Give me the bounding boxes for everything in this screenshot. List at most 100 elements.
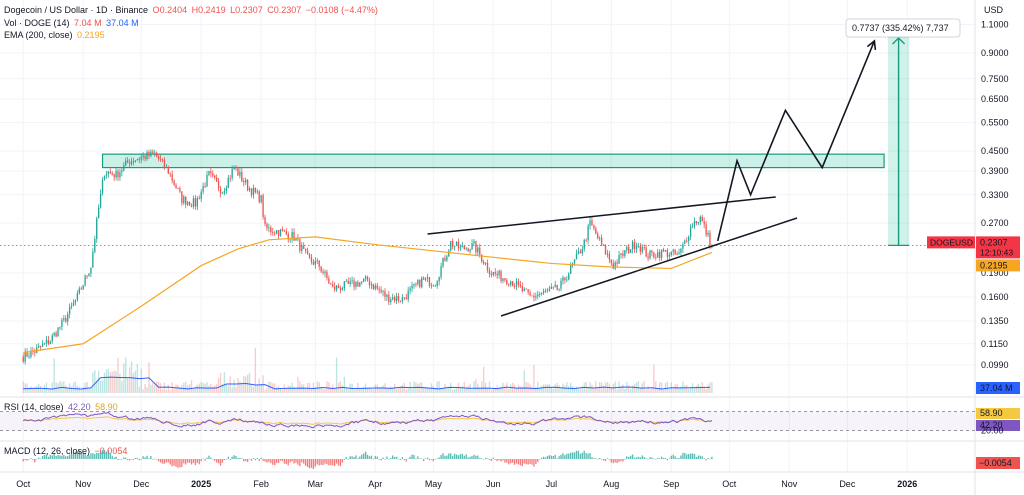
candle xyxy=(136,158,139,161)
volume-bar xyxy=(486,389,489,393)
candle-body xyxy=(304,248,307,251)
volume-bar xyxy=(357,382,359,393)
candle xyxy=(515,277,518,291)
volume-bar xyxy=(434,388,436,393)
candle xyxy=(314,257,317,269)
time-axis: Oct Nov Dec 2025 Feb Mar Apr May Jun Jul Aug Sep Oct… xyxy=(16,479,917,489)
volume-bar xyxy=(260,384,262,393)
candle xyxy=(622,249,624,259)
volume-bar xyxy=(697,383,700,393)
macd-bar xyxy=(76,451,79,459)
candle-body xyxy=(626,246,628,251)
volume-bar xyxy=(620,385,622,393)
macd-bar xyxy=(210,457,212,459)
volume-bar xyxy=(28,389,30,393)
macd-bar xyxy=(123,457,125,459)
candle xyxy=(38,343,40,349)
candle-body xyxy=(548,288,551,291)
symbol-title[interactable]: Dogecoin / US Dollar · 1D · Binance xyxy=(4,5,149,15)
volume-bar xyxy=(428,387,431,393)
ema-title[interactable]: EMA (200, close) xyxy=(4,30,73,40)
candle xyxy=(96,216,98,243)
volume-bar xyxy=(686,385,688,393)
volume-bar xyxy=(322,388,324,393)
macd-bar xyxy=(146,455,148,459)
candle-body xyxy=(537,294,539,297)
candle-body xyxy=(256,191,258,193)
macd-bar xyxy=(457,455,460,459)
macd-bar xyxy=(277,459,280,463)
volume-bar xyxy=(345,388,347,393)
volume-bar xyxy=(517,384,520,393)
candle-body xyxy=(80,288,82,290)
macd-bar xyxy=(573,452,576,459)
macd-bar xyxy=(289,459,291,463)
currency-label: USD xyxy=(984,5,1004,15)
candle-body xyxy=(370,284,373,286)
candle-body xyxy=(384,291,386,297)
candle-body xyxy=(411,285,413,289)
candle-body xyxy=(347,280,349,284)
measure-label-box xyxy=(845,18,961,38)
candle-body xyxy=(552,286,554,288)
candle-body xyxy=(670,251,672,255)
volume-bar xyxy=(94,370,96,393)
volume-bar xyxy=(479,387,481,393)
candle-body xyxy=(212,173,214,176)
macd-title[interactable]: MACD (12, 26, close) xyxy=(4,446,91,456)
candle xyxy=(510,280,512,287)
volume-bar xyxy=(179,387,181,393)
candle-body xyxy=(368,280,371,286)
volume-title[interactable]: Vol · DOGE (14) xyxy=(4,18,70,28)
candle-body xyxy=(436,281,438,286)
candle-body xyxy=(500,271,502,281)
candle-body xyxy=(513,286,516,288)
candle-body xyxy=(450,241,452,251)
volume-bar xyxy=(374,384,376,393)
volume-bar xyxy=(426,387,429,393)
candle xyxy=(608,250,611,264)
candle xyxy=(393,295,396,303)
macd-bar xyxy=(622,459,624,462)
macd-bar xyxy=(475,455,477,459)
macd-bar xyxy=(152,459,154,460)
macd-bar xyxy=(214,459,216,461)
candle xyxy=(585,238,587,243)
volume-bar xyxy=(45,382,48,393)
candle-body xyxy=(475,241,477,253)
candle-body xyxy=(593,225,595,229)
candle xyxy=(560,277,562,292)
rsi-title[interactable]: RSI (14, close) xyxy=(4,402,64,412)
volume-bar xyxy=(432,385,435,393)
candle xyxy=(179,186,181,194)
macd-bar xyxy=(469,456,471,459)
candle xyxy=(370,281,373,289)
candle xyxy=(101,177,104,196)
macd-bar xyxy=(347,459,349,460)
candle-body xyxy=(345,280,347,282)
volume-ma-line xyxy=(23,376,710,390)
volume-bar xyxy=(380,388,382,393)
macd-bar xyxy=(303,459,305,464)
candle xyxy=(428,277,431,288)
candle-body xyxy=(165,166,168,168)
volume-bar xyxy=(552,388,554,393)
candle-body xyxy=(562,277,564,281)
volume-bar xyxy=(662,389,665,393)
macd-bar xyxy=(310,459,313,468)
macd-bar xyxy=(128,459,131,461)
candle-body xyxy=(608,253,611,260)
candle xyxy=(132,157,135,166)
candle-body xyxy=(303,245,305,249)
candle xyxy=(341,286,344,291)
candle-body xyxy=(693,221,696,226)
macd-bar xyxy=(136,457,139,459)
candle xyxy=(349,277,351,288)
candle-body xyxy=(448,250,450,257)
candle xyxy=(144,154,146,162)
macd-bar xyxy=(169,459,171,465)
macd-bar xyxy=(397,458,400,460)
macd-bar xyxy=(49,455,51,459)
candle xyxy=(111,170,113,176)
